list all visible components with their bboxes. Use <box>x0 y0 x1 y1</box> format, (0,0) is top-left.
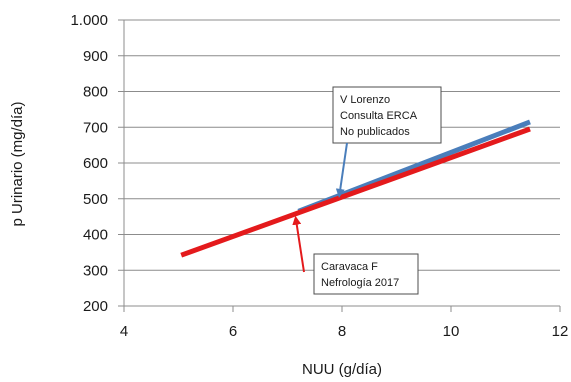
annotation-2: Caravaca F Nefrología 2017 <box>292 215 419 295</box>
y-tick-label: 500 <box>83 191 108 208</box>
y-tick-labels: 200 300 400 500 600 700 800 900 1.000 <box>70 12 108 315</box>
y-tick-label: 200 <box>83 298 108 315</box>
x-tick-label: 8 <box>338 323 346 340</box>
annotation-arrow <box>335 142 348 198</box>
annotation-text: V Lorenzo <box>340 94 390 106</box>
annotation-text: Nefrología 2017 <box>321 277 399 289</box>
y-tick-label: 900 <box>83 48 108 65</box>
x-tick-labels: 4 6 8 10 12 <box>120 323 569 340</box>
x-axis-label: NUU (g/día) <box>302 361 382 378</box>
annotation-1: V Lorenzo Consulta ERCA No publicados <box>332 86 442 198</box>
y-axis-label: p Urinario (mg/día) <box>9 101 26 226</box>
annotation-box <box>313 253 419 295</box>
annotation-box <box>332 86 442 144</box>
axes <box>118 19 561 312</box>
y-tick-label: 300 <box>83 262 108 279</box>
y-tick-label: 700 <box>83 119 108 136</box>
annotation-text: Caravaca F <box>321 261 378 273</box>
series-line-2 <box>180 126 531 258</box>
y-tick-label: 800 <box>83 84 108 101</box>
y-tick-label: 1.000 <box>70 12 108 29</box>
annotation-text: No publicados <box>340 126 410 138</box>
x-tick-label: 10 <box>443 323 460 340</box>
annotation-arrow <box>292 215 305 273</box>
y-tick-label: 600 <box>83 155 108 172</box>
annotations: V Lorenzo Consulta ERCA No publicados Carav… <box>292 86 442 295</box>
x-tick-label: 6 <box>229 323 237 340</box>
annotation-text: Consulta ERCA <box>340 110 418 122</box>
x-tick-label: 4 <box>120 323 128 340</box>
y-tick-label: 400 <box>83 227 108 244</box>
gridlines <box>124 19 560 271</box>
x-tick-label: 12 <box>552 323 569 340</box>
